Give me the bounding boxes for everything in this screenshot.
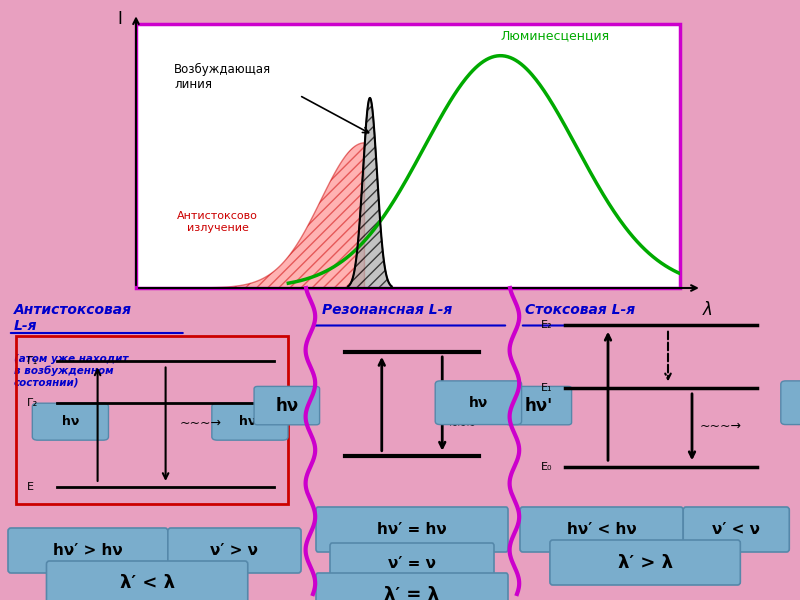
FancyBboxPatch shape: [506, 386, 571, 425]
FancyBboxPatch shape: [520, 507, 683, 552]
Text: hν′ = hν: hν′ = hν: [377, 522, 447, 537]
FancyBboxPatch shape: [46, 561, 248, 600]
Text: hν': hν': [525, 397, 553, 415]
Text: λ′ > λ: λ′ > λ: [618, 553, 673, 571]
Text: Г₂: Г₂: [27, 398, 38, 408]
Text: hν: hν: [62, 415, 79, 428]
FancyBboxPatch shape: [550, 540, 740, 585]
FancyBboxPatch shape: [8, 528, 168, 573]
Text: Резонансная L-я: Резонансная L-я: [322, 303, 452, 317]
Text: λ: λ: [702, 301, 712, 319]
Text: hν′ > hν: hν′ > hν: [53, 543, 122, 558]
Text: Возбуждающая
линия: Возбуждающая линия: [174, 63, 271, 91]
Text: Антистоксово
излучение: Антистоксово излучение: [177, 211, 258, 233]
FancyBboxPatch shape: [212, 403, 288, 440]
Text: λ′ = λ: λ′ = λ: [385, 587, 439, 600]
Text: hν′ < hν: hν′ < hν: [566, 522, 637, 537]
FancyBboxPatch shape: [254, 386, 319, 425]
Text: ν′ = ν: ν′ = ν: [388, 557, 436, 571]
FancyBboxPatch shape: [435, 381, 522, 425]
Text: Г₁: Г₁: [27, 356, 38, 366]
Text: ν′ > ν: ν′ > ν: [210, 543, 258, 558]
Text: (атом уже находит
в возбужденном
состоянии): (атом уже находит в возбужденном состоян…: [14, 354, 128, 388]
Text: Стоксовая L-я: Стоксовая L-я: [526, 303, 635, 317]
Text: hν: hν: [275, 397, 298, 415]
Text: E₂: E₂: [541, 320, 552, 331]
Text: E₀: E₀: [541, 461, 552, 472]
Text: ~~~→: ~~~→: [179, 417, 221, 430]
Text: E₁: E₁: [541, 383, 552, 392]
FancyBboxPatch shape: [316, 507, 508, 552]
FancyBboxPatch shape: [683, 507, 790, 552]
FancyBboxPatch shape: [32, 403, 109, 440]
Text: hν: hν: [469, 396, 488, 410]
FancyBboxPatch shape: [330, 543, 494, 585]
Text: ~~~→: ~~~→: [699, 420, 742, 433]
FancyBboxPatch shape: [168, 528, 301, 573]
Text: ν′ < ν: ν′ < ν: [712, 522, 760, 537]
FancyBboxPatch shape: [781, 381, 800, 425]
Text: E: E: [27, 482, 34, 492]
Text: Антистоксовая
L-я: Антистоксовая L-я: [14, 303, 132, 333]
Text: I: I: [118, 10, 122, 28]
Text: λ′ < λ: λ′ < λ: [120, 575, 174, 593]
Text: ~~~: ~~~: [449, 421, 477, 431]
FancyBboxPatch shape: [316, 573, 508, 600]
Text: Люминесценция: Люминесценция: [500, 29, 610, 43]
Text: hν': hν': [239, 415, 261, 428]
